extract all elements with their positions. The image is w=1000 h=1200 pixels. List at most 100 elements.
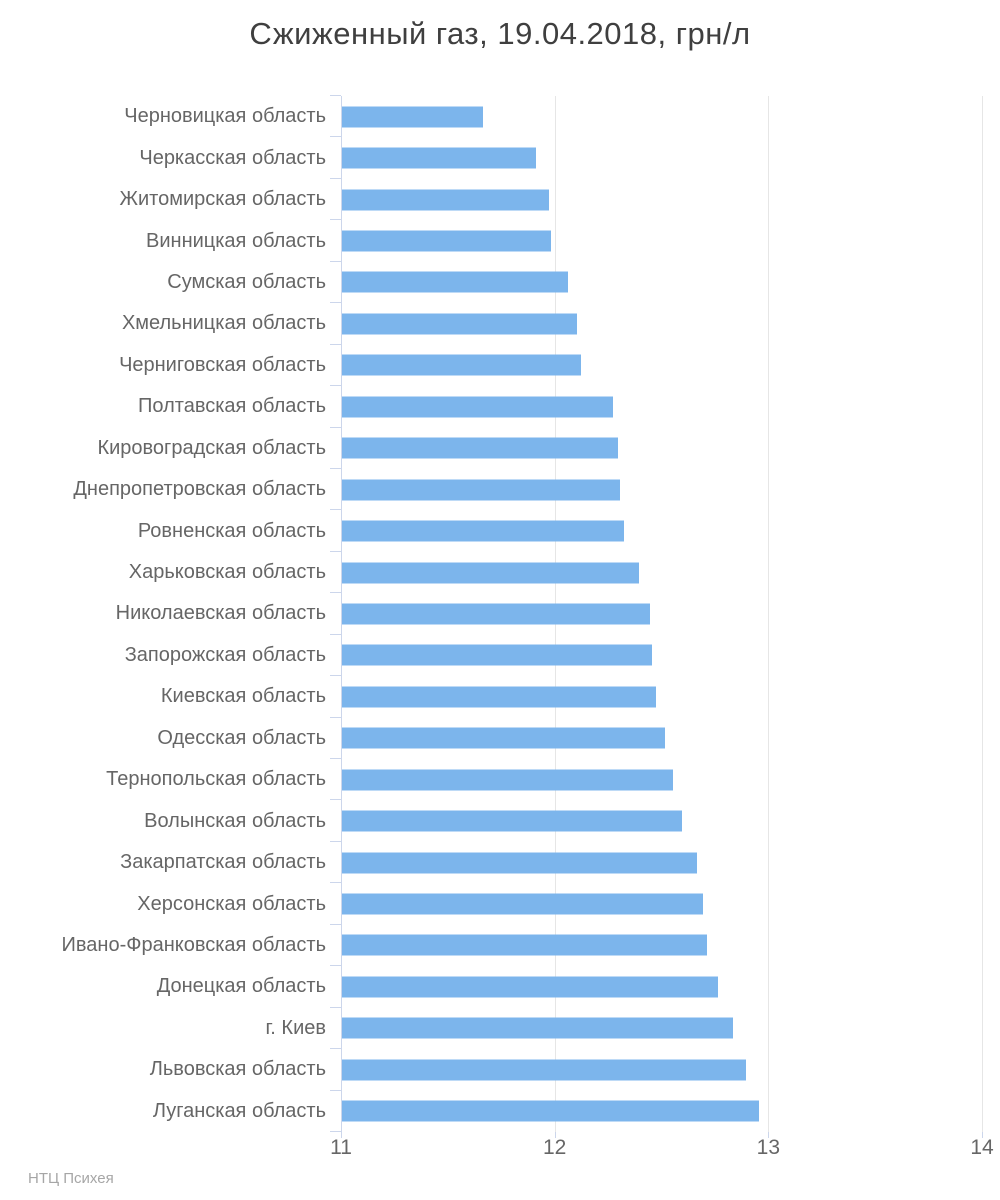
y-axis-tick [330,302,341,304]
value-bar[interactable] [342,106,484,128]
bar-track [330,965,982,1007]
rows: Черновицкая область Черкасская область Жит… [0,95,982,1132]
value-bar[interactable] [342,437,618,459]
category-label: Днепропетровская область [73,478,326,501]
bar-track [330,1048,982,1090]
chart-row: Киевская область [0,675,982,717]
value-bar[interactable] [342,1059,746,1081]
bar-track [330,426,982,469]
value-bar[interactable] [342,354,582,376]
chart-row: Кировоградская область [0,426,982,469]
value-bar[interactable] [342,810,682,832]
gridline [982,96,983,1132]
bar-track [330,136,982,178]
y-axis-tick [330,509,341,511]
y-axis-tick [330,965,341,967]
bar-track [330,219,982,261]
y-axis-tick [330,1130,341,1132]
category-label: Черкасская область [139,146,326,169]
chart-row: Черниговская область [0,343,982,386]
category-label: Ивано-Франковская область [61,933,326,956]
category-label: Ровненская область [137,519,326,542]
category-label: Луганская область [152,1099,326,1122]
value-bar[interactable] [342,644,652,666]
chart-row: Волынская область [0,799,982,841]
value-bar[interactable] [342,230,552,252]
y-axis-tick [330,799,341,801]
bar-track [330,592,982,634]
bar-track [330,550,982,593]
category-label: Одесская область [157,726,326,749]
category-label: Тернопольская область [106,768,326,791]
y-axis-tick [330,219,341,221]
chart-row: Тернопольская область [0,758,982,800]
x-axis-tick-label: 12 [542,1136,567,1159]
value-bar[interactable] [342,686,657,708]
category-label: Хмельницкая область [121,312,326,335]
bar-track [330,1089,982,1132]
chart-row: Черновицкая область [0,95,982,137]
value-bar[interactable] [342,727,665,749]
y-axis-tick [330,758,341,759]
category-label: Житомирская область [119,188,327,211]
value-bar[interactable] [342,1100,759,1122]
value-bar[interactable] [342,603,650,625]
chart-row: Луганская область [0,1089,982,1132]
y-axis-tick [330,1048,341,1050]
value-bar[interactable] [342,852,697,874]
source-credit: НТЦ Психея [28,1170,114,1187]
bar-track [330,633,982,676]
x-axis-tick-label: 11 [330,1136,352,1159]
chart-row: Одесская область [0,716,982,759]
category-label: Харьковская область [128,561,326,584]
bar-track [330,343,982,386]
bar-track [330,177,982,220]
y-axis-tick [330,343,341,345]
chart-row: Днепропетровская область [0,467,982,510]
value-bar[interactable] [342,769,674,791]
bar-track [330,385,982,427]
chart-row: Донецкая область [0,965,982,1007]
x-axis-tick [768,1132,770,1138]
category-label: Кировоградская область [97,436,326,459]
y-axis-tick [330,385,341,387]
value-bar[interactable] [342,1017,733,1039]
category-label: Николаевская область [115,602,326,625]
category-label: Полтавская область [138,395,326,418]
y-axis-tick [330,633,341,635]
value-bar[interactable] [342,934,708,956]
chart-row: Полтавская область [0,385,982,427]
value-bar[interactable] [342,893,704,915]
chart-row: Винницкая область [0,219,982,261]
bar-track [330,467,982,510]
value-bar[interactable] [342,396,614,418]
chart-row: Херсонская область [0,882,982,924]
value-bar[interactable] [342,147,537,169]
category-label: г. Киев [265,1016,326,1039]
y-axis-tick [330,260,341,262]
y-axis-tick [330,716,341,718]
chart-row: Львовская область [0,1048,982,1090]
y-axis-tick [330,923,341,925]
x-axis-tick [982,1132,983,1138]
value-bar[interactable] [342,271,569,293]
value-bar[interactable] [342,976,719,998]
category-label: Сумская область [167,270,326,293]
value-bar[interactable] [342,189,550,211]
category-label: Львовская область [149,1058,326,1081]
category-label: Запорожская область [124,643,326,666]
y-axis-tick [330,550,341,552]
value-bar[interactable] [342,313,578,335]
value-bar[interactable] [342,562,639,584]
y-axis-tick [330,177,341,179]
chart-row: Сумская область [0,260,982,303]
category-label: Закарпатская область [120,851,326,874]
category-label: Киевская область [160,685,326,708]
value-bar[interactable] [342,479,620,501]
bar-track [330,716,982,759]
chart-row: Николаевская область [0,592,982,634]
x-axis: 11 12 13 14 [330,1136,994,1164]
value-bar[interactable] [342,520,625,542]
y-axis-tick [330,95,341,96]
